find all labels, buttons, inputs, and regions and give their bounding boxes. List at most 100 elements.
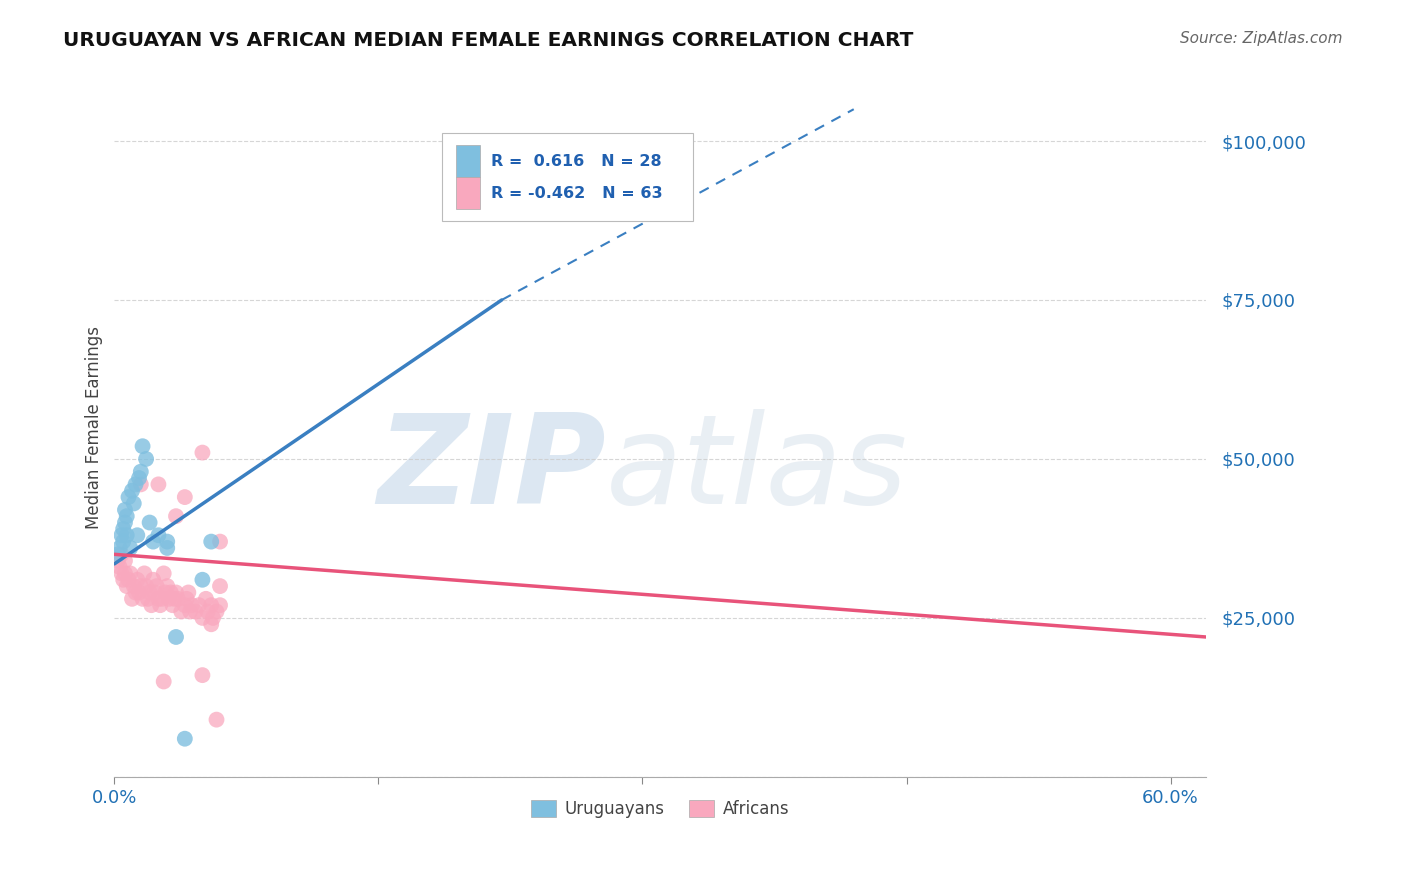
Point bbox=[110, 566, 132, 581]
FancyBboxPatch shape bbox=[456, 178, 479, 209]
Point bbox=[114, 566, 136, 581]
Point bbox=[115, 579, 138, 593]
Point bbox=[165, 585, 187, 599]
Point bbox=[157, 591, 180, 606]
Point bbox=[148, 477, 170, 491]
Point bbox=[165, 509, 187, 524]
Point bbox=[128, 471, 150, 485]
Point bbox=[180, 598, 202, 612]
Point bbox=[107, 547, 129, 561]
Point bbox=[131, 591, 153, 606]
Point bbox=[200, 598, 222, 612]
Point bbox=[148, 528, 170, 542]
Point bbox=[200, 617, 222, 632]
Point bbox=[117, 573, 139, 587]
Point bbox=[114, 554, 136, 568]
Text: URUGUAYAN VS AFRICAN MEDIAN FEMALE EARNINGS CORRELATION CHART: URUGUAYAN VS AFRICAN MEDIAN FEMALE EARNI… bbox=[63, 31, 914, 50]
Point bbox=[128, 585, 150, 599]
Point bbox=[187, 598, 209, 612]
Point bbox=[150, 591, 173, 606]
Point bbox=[165, 630, 187, 644]
Point bbox=[108, 560, 131, 574]
Text: R =  0.616   N = 28: R = 0.616 N = 28 bbox=[491, 153, 662, 169]
Point bbox=[121, 483, 143, 498]
Point bbox=[205, 605, 228, 619]
Point bbox=[110, 547, 132, 561]
Text: atlas: atlas bbox=[606, 409, 908, 530]
Point bbox=[115, 509, 138, 524]
Point bbox=[156, 579, 179, 593]
Point bbox=[134, 566, 156, 581]
Point bbox=[114, 516, 136, 530]
Text: R = -0.462   N = 63: R = -0.462 N = 63 bbox=[491, 186, 662, 201]
Point bbox=[124, 585, 146, 599]
Point bbox=[122, 579, 145, 593]
Point bbox=[110, 528, 132, 542]
Point bbox=[145, 579, 167, 593]
Point bbox=[208, 534, 231, 549]
Point bbox=[112, 522, 135, 536]
Point bbox=[131, 439, 153, 453]
Point bbox=[127, 573, 149, 587]
Point bbox=[197, 605, 219, 619]
Point bbox=[122, 496, 145, 510]
Point bbox=[129, 579, 152, 593]
Point bbox=[138, 585, 160, 599]
Point bbox=[191, 668, 214, 682]
Text: Source: ZipAtlas.com: Source: ZipAtlas.com bbox=[1180, 31, 1343, 46]
Point bbox=[127, 528, 149, 542]
Point bbox=[163, 591, 186, 606]
Point bbox=[156, 541, 179, 555]
Point bbox=[208, 598, 231, 612]
Point bbox=[173, 731, 195, 746]
Point bbox=[166, 591, 188, 606]
Point bbox=[129, 465, 152, 479]
Point bbox=[135, 452, 157, 467]
Point bbox=[149, 598, 172, 612]
Point bbox=[191, 611, 214, 625]
Point bbox=[129, 477, 152, 491]
Point bbox=[173, 490, 195, 504]
Point bbox=[112, 534, 135, 549]
Point bbox=[194, 591, 217, 606]
Legend: Uruguayans, Africans: Uruguayans, Africans bbox=[524, 793, 796, 824]
Point bbox=[107, 554, 129, 568]
Text: ZIP: ZIP bbox=[377, 409, 606, 530]
Point bbox=[143, 585, 166, 599]
Point bbox=[136, 591, 159, 606]
FancyBboxPatch shape bbox=[441, 134, 693, 221]
Point bbox=[191, 573, 214, 587]
Point bbox=[170, 605, 193, 619]
Point bbox=[191, 445, 214, 459]
Point bbox=[152, 566, 174, 581]
Point bbox=[135, 579, 157, 593]
Point bbox=[173, 598, 195, 612]
Point bbox=[208, 579, 231, 593]
Point bbox=[114, 503, 136, 517]
Point bbox=[156, 534, 179, 549]
Point bbox=[179, 605, 201, 619]
Point bbox=[108, 541, 131, 555]
Point bbox=[115, 528, 138, 542]
Point bbox=[142, 573, 165, 587]
Point bbox=[121, 591, 143, 606]
Point bbox=[155, 585, 177, 599]
Point bbox=[159, 585, 181, 599]
Point bbox=[112, 573, 135, 587]
Point bbox=[184, 605, 207, 619]
Point bbox=[120, 541, 142, 555]
Point bbox=[205, 713, 228, 727]
Point bbox=[162, 598, 184, 612]
Point bbox=[138, 516, 160, 530]
Point bbox=[201, 611, 224, 625]
Point bbox=[141, 598, 163, 612]
Point bbox=[152, 674, 174, 689]
Point bbox=[177, 585, 200, 599]
Point bbox=[148, 591, 170, 606]
Point bbox=[142, 534, 165, 549]
Y-axis label: Median Female Earnings: Median Female Earnings bbox=[86, 326, 103, 529]
Point bbox=[120, 566, 142, 581]
Point bbox=[124, 477, 146, 491]
Point bbox=[117, 490, 139, 504]
Point bbox=[200, 534, 222, 549]
